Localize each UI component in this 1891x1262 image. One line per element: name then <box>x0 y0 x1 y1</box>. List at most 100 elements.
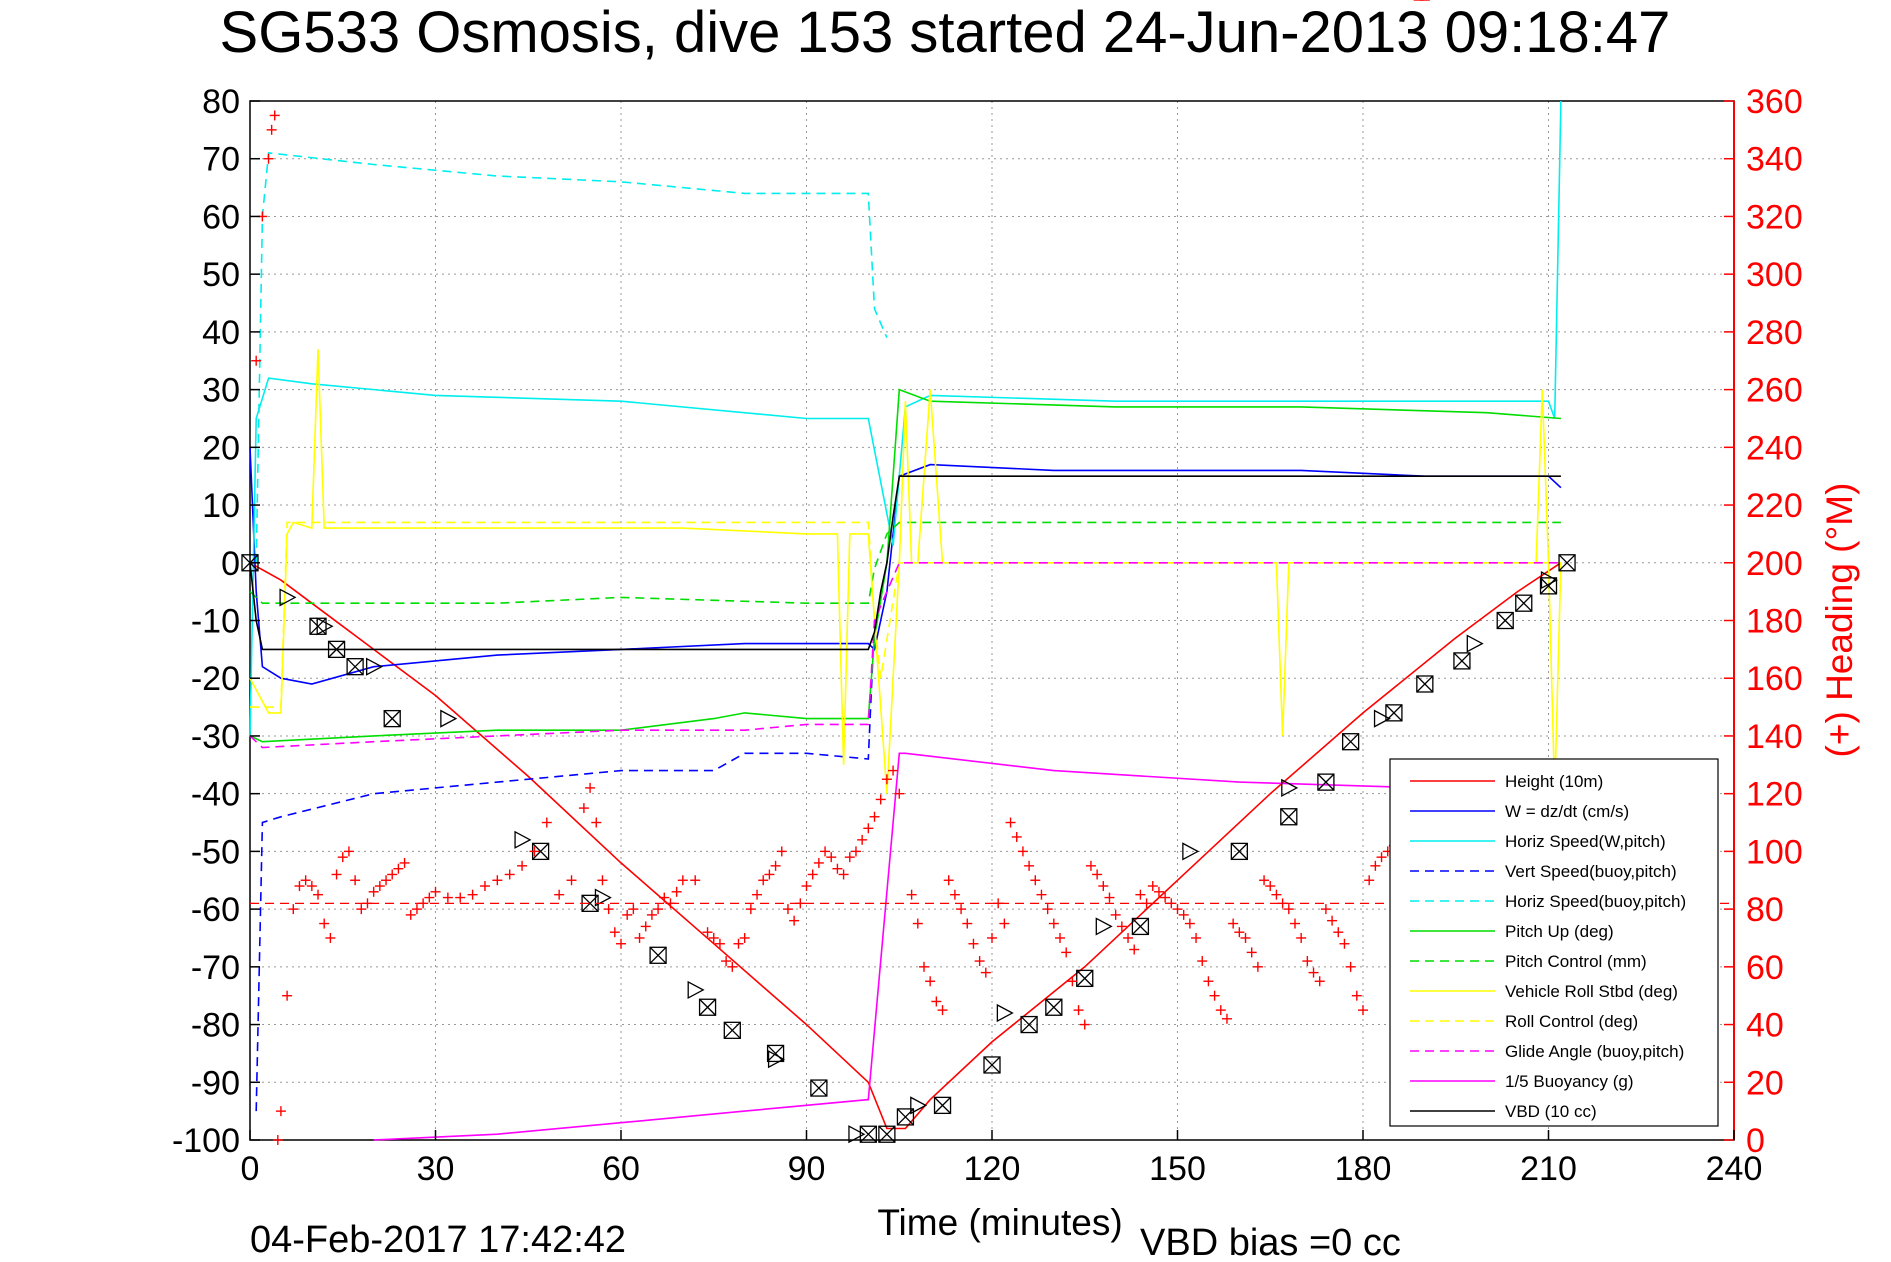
heading-point <box>504 869 515 880</box>
x-tick-label: 0 <box>241 1150 260 1188</box>
legend-label: Height (10m) <box>1505 772 1603 791</box>
heading-point <box>319 918 330 929</box>
heading-point <box>1259 875 1270 886</box>
y-tick-label: -100 <box>172 1122 240 1160</box>
heading-point <box>653 904 664 915</box>
series-line-6 <box>249 521 1561 605</box>
heading-point <box>275 1106 286 1117</box>
heading-point <box>597 875 608 886</box>
heading-point <box>714 938 725 949</box>
box-x-marker <box>1515 594 1533 612</box>
box-x-marker <box>1539 577 1558 595</box>
box-x-marker <box>878 1125 896 1143</box>
series-line-10 <box>373 752 1561 1141</box>
heading-point <box>745 904 756 915</box>
box-x-marker <box>983 1056 1001 1074</box>
heading-point <box>1234 927 1245 938</box>
heading-point <box>690 875 701 886</box>
heading-point <box>987 932 997 943</box>
heading-point <box>266 124 277 135</box>
heading-point <box>795 898 806 909</box>
heading-point <box>974 956 985 967</box>
heading-point <box>288 904 299 915</box>
y-tick-label: -40 <box>191 776 240 814</box>
y-tick-label: -90 <box>191 1064 240 1102</box>
box-x-marker <box>346 658 364 676</box>
heading-point <box>857 834 868 845</box>
x-tick-label: 30 <box>417 1150 455 1188</box>
heading-point <box>925 976 936 987</box>
heading-point <box>980 967 991 978</box>
heading-point <box>300 875 311 886</box>
heading-point <box>541 817 552 828</box>
y-tick-label: 0 <box>221 545 240 583</box>
y-tick-label: 30 <box>202 372 240 410</box>
heading-point <box>1042 904 1053 915</box>
y-tick-label: 80 <box>202 83 240 121</box>
triangle-marker <box>1095 917 1113 936</box>
series-group <box>249 100 1562 1141</box>
heading-point <box>770 860 781 871</box>
heading-point <box>622 909 633 920</box>
heading-point <box>677 875 688 886</box>
box-x-marker <box>1131 917 1150 936</box>
legend-label: Pitch Up (deg) <box>1505 922 1614 941</box>
heading-point <box>529 846 540 857</box>
series-line-9 <box>249 561 1561 749</box>
triangle-marker <box>440 709 458 728</box>
heading-point <box>752 889 763 900</box>
legend-box <box>1389 758 1719 1127</box>
heading-point <box>956 904 967 915</box>
triangle-marker <box>1466 634 1484 653</box>
heading-point <box>931 996 942 1007</box>
heading-point <box>782 904 793 915</box>
heading-point <box>863 823 874 834</box>
heading-point <box>702 927 713 938</box>
heading-point <box>603 904 614 915</box>
y2-tick-label: 80 <box>1746 891 1784 929</box>
y-tick-label: -30 <box>191 718 240 756</box>
box-x-marker <box>933 1096 952 1115</box>
series-line-0 <box>249 562 1562 1130</box>
y2-tick-label: 40 <box>1746 1007 1784 1045</box>
heading-point <box>442 892 453 903</box>
heading-point <box>393 863 404 874</box>
x-tick-label: 120 <box>964 1150 1021 1188</box>
heading-point <box>1067 976 1078 987</box>
heading-point <box>1289 918 1300 929</box>
heading-point <box>1116 921 1127 932</box>
y2-tick-label: 300 <box>1746 256 1803 294</box>
heading-point <box>1265 881 1276 892</box>
x-tick-label: 240 <box>1706 1150 1763 1188</box>
timestamp-footer: 04-Feb-2017 17:42:42 <box>250 1219 626 1261</box>
heading-point <box>869 811 880 822</box>
heading-point <box>263 153 274 164</box>
box-x-marker <box>1020 1015 1038 1034</box>
y2-tick-label: 60 <box>1746 949 1784 987</box>
legend-label: Horiz Speed(buoy,pitch) <box>1505 892 1686 911</box>
heading-point <box>894 788 905 799</box>
triangle-marker <box>1182 842 1200 861</box>
heading-point <box>968 938 979 949</box>
y-tick-label: -80 <box>191 1007 240 1045</box>
y-tick-label: -20 <box>191 660 240 698</box>
chart-title: SG533 Osmosis, dive 153 started 24-Jun-2… <box>220 0 1671 65</box>
heading-point <box>1092 869 1103 880</box>
y2-tick-label: 180 <box>1746 603 1803 641</box>
heading-point <box>820 846 831 857</box>
heading-point <box>1376 852 1387 863</box>
heading-point <box>1141 898 1152 909</box>
series-line-7 <box>249 349 1562 794</box>
triangle-marker <box>279 588 297 607</box>
legend-label: Pitch Control (mm) <box>1505 952 1647 971</box>
y2-axis-label: (+) Heading (°M) <box>1819 483 1860 758</box>
box-x-marker <box>327 640 346 659</box>
box-x-marker <box>1230 842 1248 861</box>
heading-point <box>616 938 626 949</box>
legend-label: Horiz Speed(W,pitch) <box>1505 832 1666 851</box>
heading-point <box>1030 875 1041 886</box>
y-tick-label: 70 <box>202 141 240 179</box>
y2-tick-label: 120 <box>1746 776 1803 814</box>
heading-point <box>640 921 651 932</box>
x-tick-label: 150 <box>1149 1150 1206 1188</box>
